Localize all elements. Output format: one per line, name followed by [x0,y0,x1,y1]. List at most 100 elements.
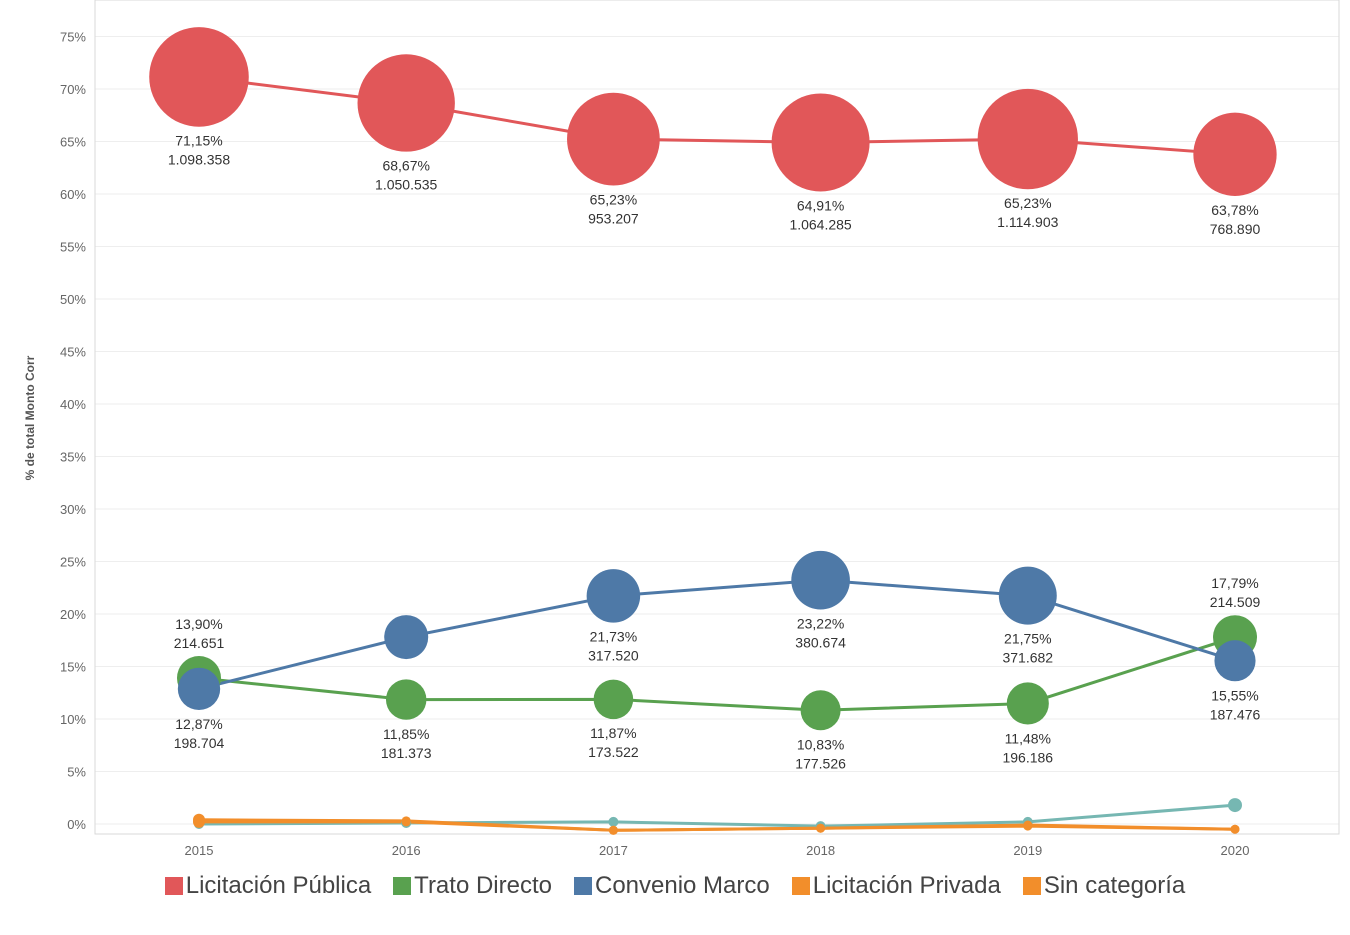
x-tick-label: 2020 [1221,843,1250,858]
data-label-percent: 12,87% [175,716,222,732]
legend-swatch [791,877,810,895]
data-label-percent: 13,90% [175,616,222,632]
data-label-amount: 214.651 [174,635,225,651]
data-label-amount: 768.890 [1210,221,1261,237]
y-tick-label: 15% [60,660,86,675]
legend-label: Licitación Pública [185,872,372,899]
x-tick-label: 2015 [185,843,214,858]
data-point [800,690,841,731]
legend-swatch [1022,877,1041,895]
data-label-amount: 187.476 [1210,706,1261,722]
legend-label: Licitación Privada [812,872,1001,899]
data-label-percent: 21,75% [1004,631,1051,647]
y-tick-label: 40% [60,397,86,412]
series-line [198,635,1236,712]
legend-swatch [393,877,412,895]
data-point [1214,640,1256,682]
data-label-amount: 181.373 [381,745,432,761]
data-point [586,569,641,623]
data-point [1006,682,1049,725]
data-label-percent: 71,15% [175,133,222,149]
x-tick-label: 2017 [599,843,628,858]
data-label-percent: 64,91% [797,197,844,213]
data-label-amount: 371.682 [1002,650,1053,666]
y-tick-label: 35% [60,450,86,465]
data-point [608,816,619,827]
data-label-amount: 1.064.285 [789,216,851,232]
data-label-percent: 23,22% [797,615,844,631]
series-line [198,578,1236,691]
data-label-percent: 17,79% [1211,575,1258,591]
legend-label: Sin categoría [1043,872,1186,899]
y-tick-label: 10% [60,712,86,727]
data-point [1230,824,1240,834]
data-point [1023,820,1033,830]
data-point [384,615,429,660]
data-label-percent: 11,85% [383,726,429,742]
data-label-amount: 214.509 [1210,594,1261,610]
legend-item-convenio-marco[interactable]: Convenio Marco [573,872,770,900]
legend-item-licitacion-privada[interactable]: Licitación Privada [791,872,1001,900]
line-chart: 0% 5% 10% 15% 20% 25% 30% 35% 40% 45% 50% 55% 60% 65%… [23,0,1340,858]
data-point [177,667,221,711]
data-labels: 71,15% 1.098.358 68,67% 1.050.535 65,23% 953.… [168,133,1261,772]
data-point [567,92,660,186]
legend-item-trato-directo[interactable]: Trato Directo [393,872,552,900]
legend-label: Trato Directo [414,872,552,899]
legend-item-licitacion-publica[interactable]: Licitación Pública [164,872,372,900]
y-tick-label: 0% [67,817,86,832]
data-label-amount: 196.186 [1002,749,1053,765]
y-tick-label: 50% [60,292,86,307]
y-tick-label: 60% [60,187,86,202]
y-tick-label: 55% [60,240,86,255]
data-label-amount: 173.522 [588,744,639,760]
legend-item-sin-categoria[interactable]: Sin categoría [1022,872,1186,900]
data-label-percent: 65,23% [1004,195,1051,211]
data-label-amount: 1.050.535 [375,177,437,193]
y-tick-label: 20% [60,607,86,622]
y-tick-label: 70% [60,82,86,97]
x-tick-labels: 2015 2016 2017 2018 2019 2020 [185,843,1250,858]
data-point [771,93,870,192]
series-lines [198,75,1236,832]
data-label-percent: 63,78% [1211,202,1258,218]
series-points [149,27,1277,835]
data-label-amount: 177.526 [795,755,846,771]
y-tick-label: 5% [67,765,86,780]
data-point [593,679,634,720]
data-label-amount: 1.098.358 [168,152,230,168]
data-point [149,27,249,127]
data-point [816,823,826,833]
y-tick-label: 30% [60,502,86,517]
x-tick-label: 2019 [1013,843,1042,858]
legend-label: Convenio Marco [594,872,770,899]
legend-swatch [573,877,592,895]
y-axis-title: % de total Monto Corr [23,355,37,480]
data-label-percent: 10,83% [797,736,844,752]
x-tick-label: 2018 [806,843,835,858]
legend-swatch [164,877,183,895]
y-tick-label: 75% [60,30,86,45]
data-point [998,566,1057,625]
y-tick-label: 65% [60,135,86,150]
data-point [1228,798,1242,813]
series-line [198,818,1236,832]
data-point [193,813,205,826]
data-label-amount: 1.114.903 [997,214,1058,230]
data-point [401,816,411,826]
data-point [977,88,1078,190]
data-label-percent: 65,23% [590,191,637,207]
y-tick-label: 25% [60,555,86,570]
data-label-percent: 11,87% [590,725,636,741]
data-label-percent: 11,48% [1005,730,1051,746]
data-label-amount: 198.704 [174,735,225,751]
data-label-percent: 68,67% [382,158,429,174]
y-tick-labels: 0% 5% 10% 15% 20% 25% 30% 35% 40% 45% 50% 55% 60% 65%… [60,30,86,833]
data-label-amount: 380.674 [795,634,846,650]
data-label-percent: 21,73% [590,629,637,645]
data-label-amount: 317.520 [588,648,639,664]
legend: Licitación Pública Trato Directo Conveni… [0,872,1350,900]
data-point [357,54,455,152]
data-label-percent: 15,55% [1211,687,1258,703]
axes [94,0,1340,835]
